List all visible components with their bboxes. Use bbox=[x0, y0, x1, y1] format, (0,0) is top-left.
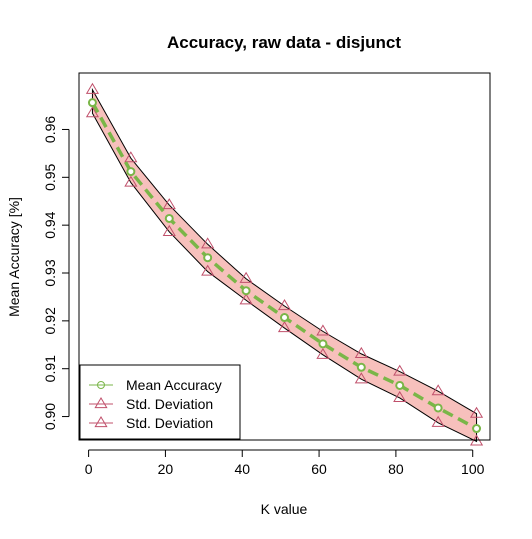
mean-accuracy-point bbox=[87, 98, 97, 108]
upper-std-marker bbox=[316, 324, 330, 336]
y-tick-label: 0.90 bbox=[42, 403, 58, 430]
lower-std-marker bbox=[124, 175, 138, 187]
lower-std-marker bbox=[162, 224, 176, 236]
upper-std-marker bbox=[393, 364, 407, 376]
y-axis-label: Mean Accuracy [%] bbox=[6, 197, 22, 317]
y-tick-label: 0.94 bbox=[42, 211, 58, 238]
legend-label: Mean Accuracy bbox=[126, 377, 222, 393]
lower-std-marker bbox=[201, 264, 215, 276]
upper-std-marker bbox=[354, 346, 368, 358]
mean-accuracy-point bbox=[126, 167, 136, 177]
legend-triangle-marker bbox=[94, 397, 108, 409]
plot-frame bbox=[78, 72, 491, 441]
lower-std-marker bbox=[316, 347, 330, 359]
legend-triangle-marker bbox=[94, 416, 108, 428]
x-tick-label: 20 bbox=[158, 461, 174, 477]
upper-std-marker bbox=[239, 271, 253, 283]
upper-std-marker bbox=[124, 151, 138, 163]
legend: Mean Accuracy Std. Deviation Std. Deviatio… bbox=[79, 364, 241, 440]
upper-std-marker bbox=[85, 82, 100, 94]
upper-std-marker bbox=[469, 406, 484, 418]
lower-std-marker bbox=[431, 415, 445, 427]
mean-accuracy-point bbox=[356, 362, 366, 372]
x-tick-label: 40 bbox=[234, 461, 250, 477]
lower-std-marker bbox=[393, 390, 407, 402]
x-tick-label: 100 bbox=[461, 461, 485, 477]
y-tick-label: 0.93 bbox=[42, 259, 58, 286]
legend-label: Std. Deviation bbox=[126, 415, 213, 431]
x-axis: 0 20 40 60 80 100 bbox=[85, 449, 485, 477]
lower-std-marker bbox=[239, 293, 253, 305]
series-layer bbox=[85, 82, 484, 446]
mean-accuracy-point bbox=[203, 253, 213, 263]
y-tick-label: 0.96 bbox=[42, 116, 58, 143]
mean-accuracy-point bbox=[318, 339, 328, 349]
legend-label: Std. Deviation bbox=[126, 396, 213, 412]
mean-accuracy-point bbox=[241, 286, 251, 296]
x-axis-label: K value bbox=[261, 501, 308, 517]
mean-accuracy-point bbox=[164, 213, 174, 223]
legend-circle-marker bbox=[97, 381, 105, 389]
lower-std-marker bbox=[354, 372, 368, 384]
upper-std-marker bbox=[431, 384, 445, 396]
mean-accuracy-point bbox=[433, 403, 443, 413]
chart-title: Accuracy, raw data - disjunct bbox=[167, 33, 401, 52]
x-tick-label: 80 bbox=[388, 461, 404, 477]
upper-std-marker bbox=[162, 198, 176, 210]
y-tick-label: 0.92 bbox=[42, 307, 58, 334]
y-tick-label: 0.91 bbox=[42, 355, 58, 382]
upper-std-marker bbox=[201, 237, 215, 249]
lower-std-marker bbox=[277, 321, 292, 333]
mean-accuracy-point bbox=[472, 424, 482, 434]
x-tick-label: 0 bbox=[85, 461, 93, 477]
y-tick-label: 0.95 bbox=[42, 163, 58, 190]
x-tick-label: 60 bbox=[311, 461, 327, 477]
upper-std-marker bbox=[277, 299, 292, 311]
y-axis: 0.90 0.91 0.92 0.93 0.94 0.95 0.96 bbox=[42, 116, 70, 430]
mean-accuracy-point bbox=[280, 313, 289, 323]
mean-accuracy-point bbox=[395, 380, 405, 390]
lower-std-marker bbox=[85, 106, 100, 118]
